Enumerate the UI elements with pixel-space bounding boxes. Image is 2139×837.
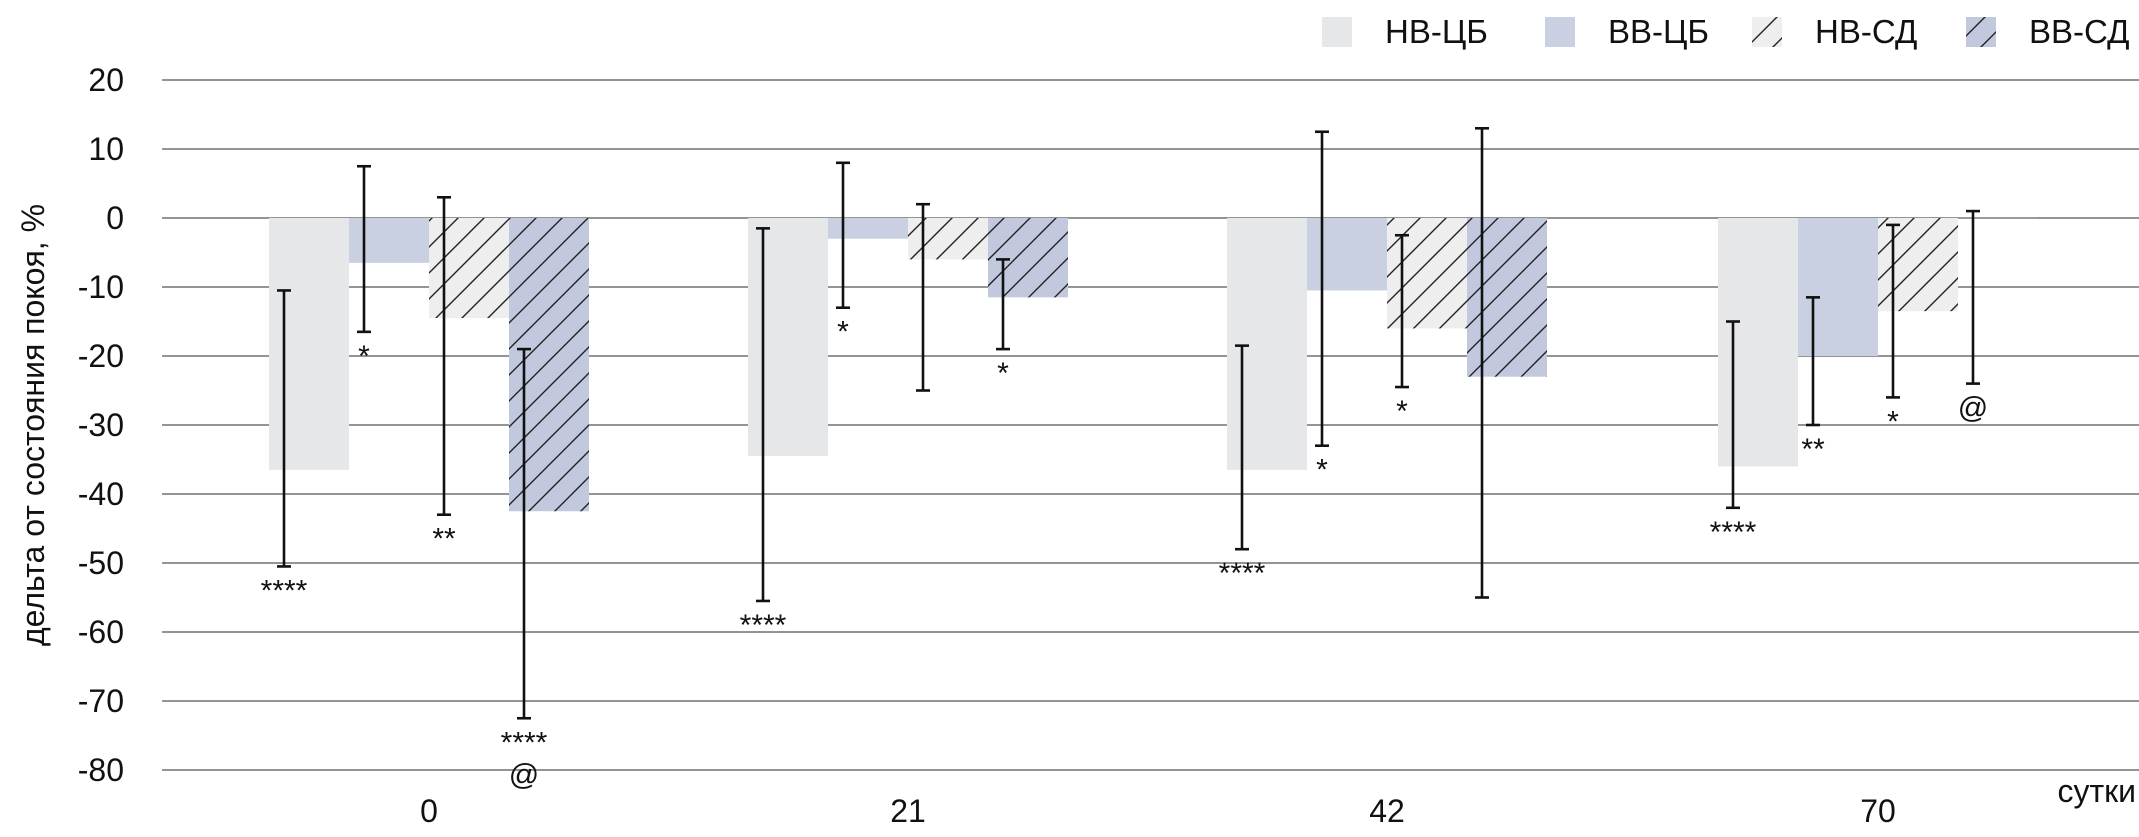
legend-swatch <box>1545 17 1575 47</box>
bar <box>349 218 429 263</box>
significance-label: * <box>1887 405 1899 438</box>
legend-label: НВ-ЦБ <box>1385 13 1488 50</box>
significance-label: * <box>358 340 370 373</box>
y-tick-label: -80 <box>78 752 124 788</box>
bar <box>1798 218 1878 356</box>
bar <box>509 218 589 512</box>
significance-label: **** <box>1710 516 1757 549</box>
x-tick-label: 21 <box>890 793 926 829</box>
significance-label: * <box>1396 395 1408 428</box>
legend-swatch <box>1966 17 1996 47</box>
significance-label: * <box>837 316 849 349</box>
significance-label: **** <box>740 609 787 642</box>
significance-label: ** <box>1801 433 1825 466</box>
bar <box>429 218 509 319</box>
bar <box>748 218 828 457</box>
y-tick-label: -40 <box>78 476 124 512</box>
significance-label: **** <box>501 726 548 759</box>
x-tick-label: 70 <box>1860 793 1896 829</box>
significance-label: **** <box>1219 557 1266 590</box>
bar <box>1878 218 1958 312</box>
significance-label: @ <box>509 758 539 791</box>
legend-label: ВВ-СД <box>2029 13 2129 50</box>
y-tick-label: -30 <box>78 407 124 443</box>
x-tick-label: 0 <box>420 793 438 829</box>
y-tick-label: -60 <box>78 614 124 650</box>
bar <box>1467 218 1547 377</box>
y-tick-label: 10 <box>88 131 124 167</box>
legend-label: ВВ-ЦБ <box>1608 13 1709 50</box>
significance-label: * <box>997 357 1009 390</box>
bar <box>828 218 908 239</box>
y-tick-label: 0 <box>106 200 124 236</box>
significance-label: @ <box>1958 392 1988 425</box>
bar <box>269 218 349 470</box>
bar <box>1227 218 1307 470</box>
bar <box>988 218 1068 298</box>
y-tick-label: -20 <box>78 338 124 374</box>
y-axis-title: дельта от состояния покоя, % <box>15 204 51 646</box>
x-axis-title: сутки <box>2057 773 2136 809</box>
bar <box>1307 218 1387 291</box>
bar <box>908 218 988 260</box>
significance-label: **** <box>261 574 308 607</box>
legend-label: НВ-СД <box>1815 13 1917 50</box>
significance-label: ** <box>432 523 456 556</box>
y-tick-label: 20 <box>88 62 124 98</box>
y-tick-label: -10 <box>78 269 124 305</box>
legend-swatch <box>1322 17 1352 47</box>
bar <box>1718 218 1798 467</box>
y-tick-label: -50 <box>78 545 124 581</box>
x-tick-label: 42 <box>1369 793 1405 829</box>
y-tick-label: -70 <box>78 683 124 719</box>
legend-swatch <box>1752 17 1782 47</box>
significance-label: * <box>1316 454 1328 487</box>
